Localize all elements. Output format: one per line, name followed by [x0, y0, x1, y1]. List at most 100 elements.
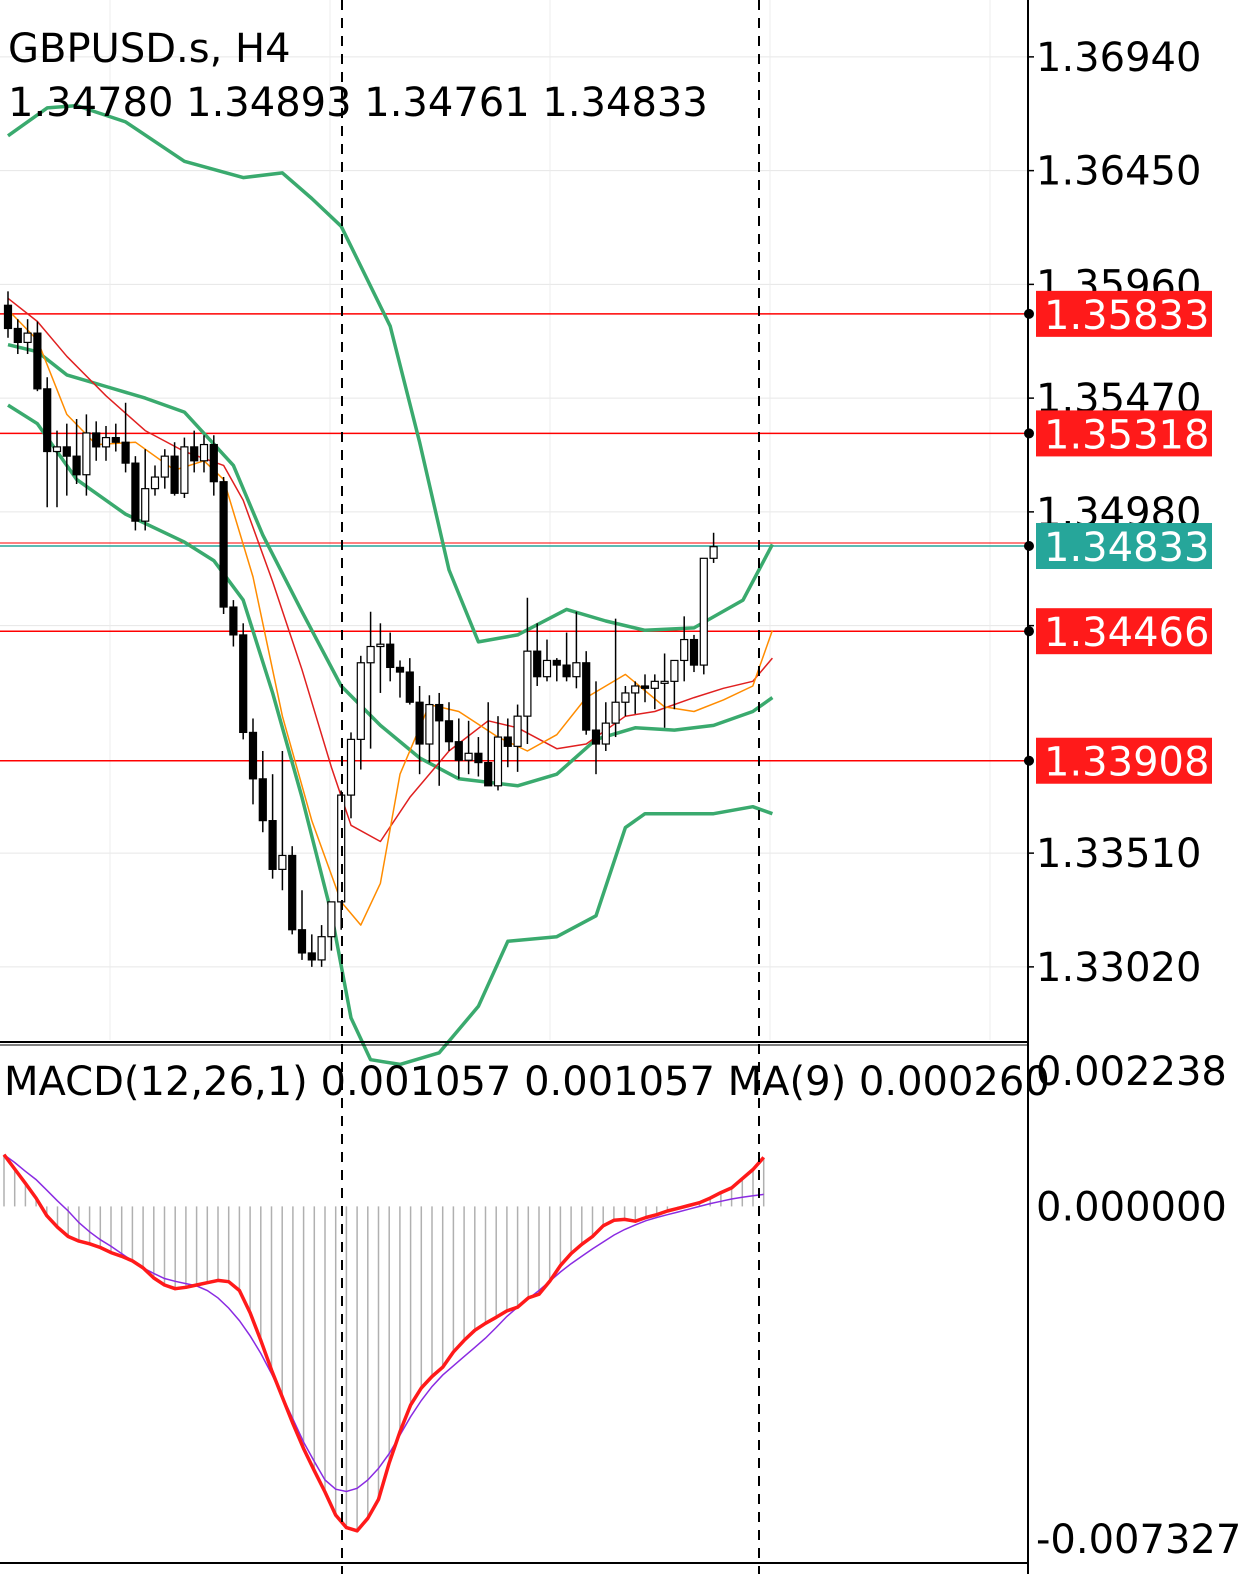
candle-body	[219, 481, 228, 608]
y-tick-label: 1.33510	[1036, 831, 1201, 877]
candle-body	[366, 645, 375, 664]
candle-body	[111, 436, 120, 443]
candle-body	[307, 952, 316, 961]
candle	[258, 750, 267, 833]
candle	[435, 692, 444, 786]
candle	[356, 655, 365, 770]
horizontal-levels	[0, 313, 1028, 762]
ohlc-values: 1.34780 1.34893 1.34761 1.34833	[8, 80, 708, 126]
candle-body	[542, 659, 552, 678]
grid	[0, 0, 1028, 1040]
candle	[650, 674, 659, 710]
candle	[72, 419, 81, 485]
y-tick-label: 1.36450	[1036, 149, 1201, 195]
candle	[278, 750, 287, 891]
candle	[3, 291, 13, 338]
candle	[180, 437, 189, 498]
candle-body	[699, 557, 708, 666]
moving-averages	[7, 297, 774, 926]
candle	[346, 732, 356, 819]
candle	[386, 632, 395, 682]
candle-body	[43, 388, 52, 453]
candle-body	[141, 488, 150, 522]
candle	[699, 557, 708, 675]
candle-body	[33, 332, 42, 390]
macd-lines	[2, 1153, 766, 1533]
level-tag-label: 1.33908	[1044, 740, 1209, 786]
bollinger-middle-line	[7, 342, 774, 788]
candle	[141, 449, 150, 531]
candle-body	[582, 662, 591, 731]
candle-body	[160, 455, 169, 478]
symbol-title: GBPUSD.s, H4	[8, 26, 291, 72]
candle	[493, 716, 503, 791]
candle	[533, 623, 542, 686]
bollinger-upper-line	[6, 103, 774, 644]
candle-body	[631, 685, 640, 694]
level-tag-marker	[1024, 626, 1034, 637]
candle-body	[52, 446, 62, 453]
candle-body	[533, 650, 542, 678]
candle-body	[484, 761, 493, 787]
candle-body	[552, 659, 561, 666]
candle-body	[444, 720, 454, 743]
macd-y-tick-label: 0.002238	[1036, 1049, 1227, 1095]
candle-body	[199, 443, 209, 462]
level-tag-marker	[1024, 755, 1034, 766]
candle	[317, 925, 326, 967]
candle	[523, 597, 532, 745]
candle-body	[82, 432, 91, 476]
candle	[582, 651, 591, 735]
candle	[239, 623, 248, 740]
candle	[552, 658, 561, 682]
candle	[513, 704, 522, 772]
candle-body	[317, 936, 326, 961]
candle	[689, 634, 699, 673]
candle-body	[386, 643, 395, 669]
candle	[82, 414, 91, 496]
candle	[131, 456, 140, 531]
candle	[297, 890, 307, 960]
candle	[611, 618, 620, 738]
candle	[248, 718, 258, 805]
candle-body	[346, 738, 356, 796]
candle	[288, 846, 297, 935]
candle	[376, 623, 385, 693]
candle	[474, 737, 483, 777]
level-tag-box	[1036, 410, 1212, 457]
candle	[307, 934, 316, 967]
candle-body	[474, 752, 483, 764]
candle	[43, 377, 52, 508]
candle-body	[229, 606, 238, 636]
candle-body	[3, 304, 13, 330]
level-tag: 1.33908	[1024, 737, 1212, 786]
candle	[150, 465, 160, 496]
candle	[425, 695, 434, 763]
candle	[62, 423, 71, 496]
candle	[670, 659, 679, 710]
candle-body	[513, 715, 522, 747]
candle-body	[454, 741, 463, 761]
level-tag-label: 1.35318	[1044, 412, 1209, 458]
candle-body	[670, 659, 679, 682]
candle-body	[464, 752, 473, 761]
candle-body	[180, 446, 189, 494]
candle-body	[190, 446, 199, 462]
candle	[33, 321, 42, 392]
candle-body	[709, 546, 718, 559]
candle	[454, 718, 463, 779]
candle	[709, 532, 718, 563]
candle	[268, 774, 277, 879]
candle-body	[425, 703, 434, 745]
price-tags: 1.35833 1.35318 1.34466 1.33908 1.34833	[1024, 290, 1212, 786]
candle	[562, 632, 571, 682]
y-tick-label: 1.36940	[1036, 35, 1201, 81]
candle	[219, 477, 228, 615]
candle-body	[572, 662, 581, 678]
level-tag-box	[1036, 737, 1212, 784]
candles	[3, 291, 718, 967]
candle	[209, 435, 218, 496]
level-tag-box	[1036, 290, 1212, 337]
y-tick-label: 1.33020	[1036, 945, 1201, 991]
candle-body	[62, 446, 71, 457]
